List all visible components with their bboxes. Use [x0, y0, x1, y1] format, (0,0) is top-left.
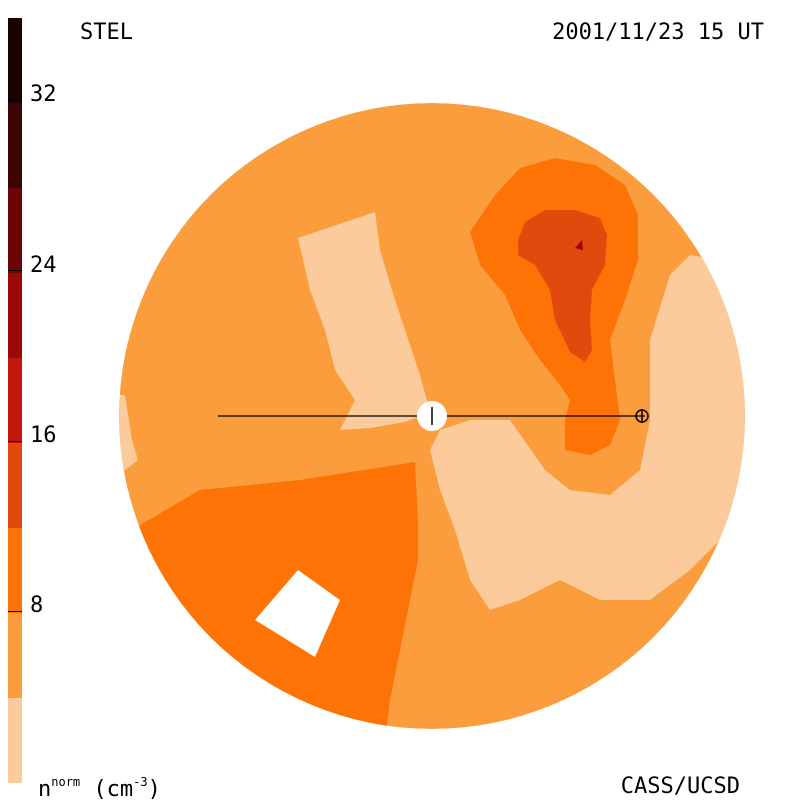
colorbar-segment	[8, 358, 22, 443]
unit-paren-open: (cm	[80, 777, 134, 800]
sun-icon	[417, 401, 447, 431]
colorbar-segment	[8, 698, 22, 783]
credit-label: CASS/UCSD	[620, 774, 740, 799]
colorbar-tick-label: 16	[30, 423, 57, 448]
low-density-region	[430, 255, 745, 610]
colorbar-segment	[8, 273, 22, 358]
unit-exponent: -3	[133, 775, 148, 789]
low-density-region	[298, 212, 430, 430]
colorbar-segment	[8, 613, 22, 698]
earth-icon	[635, 409, 649, 423]
data-gap-region	[255, 570, 340, 657]
colorbar	[8, 18, 22, 783]
colorbar-tick-label: 8	[30, 593, 44, 618]
low-density-region	[119, 395, 138, 470]
colorbar-segment	[8, 18, 22, 103]
colorbar-tick-label: 24	[30, 253, 57, 278]
colorbar-tick	[8, 441, 22, 442]
colorbar-segment	[8, 443, 22, 528]
colorbar-tick	[8, 270, 22, 271]
unit-paren-close: )	[147, 777, 161, 800]
high-density-region	[518, 210, 607, 362]
colorbar-segment	[8, 188, 22, 273]
colorbar-segment	[8, 103, 22, 188]
colorbar-tick	[8, 100, 22, 101]
datetime-label: 2001/11/23 15 UT	[552, 20, 764, 45]
colorbar-tick	[8, 611, 22, 612]
peak-density-spot	[575, 240, 583, 250]
unit-base: n	[38, 777, 52, 800]
unit-superscript: norm	[51, 775, 81, 789]
colorbar-segment	[8, 528, 22, 613]
colorbar-tick-label: 32	[30, 82, 57, 107]
unit-label: nnorm (cm-3)	[38, 776, 161, 800]
instrument-label: STEL	[80, 20, 133, 45]
